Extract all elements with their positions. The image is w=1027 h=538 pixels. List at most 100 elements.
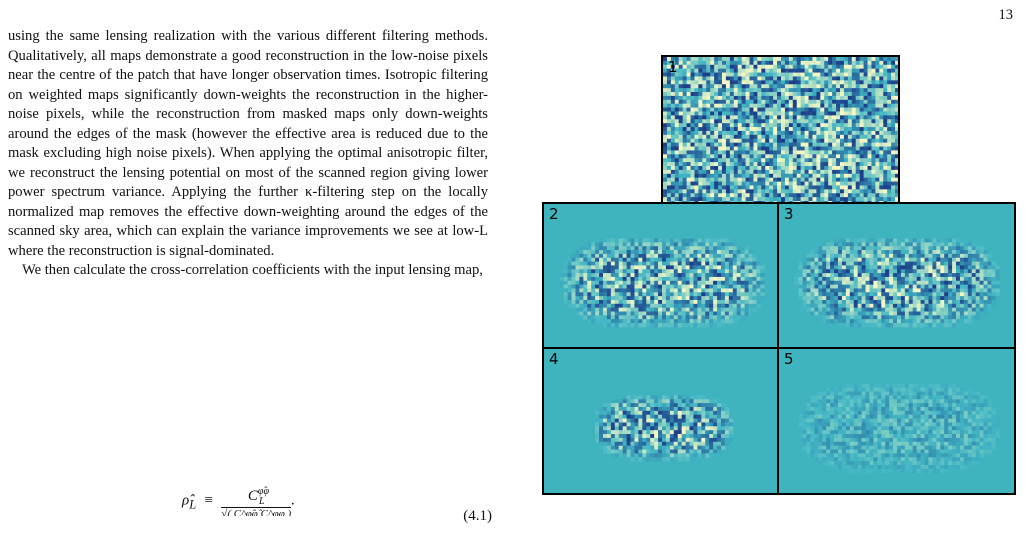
map-pixel: [721, 173, 727, 179]
map-pixel: [798, 284, 804, 289]
map-pixel: [670, 80, 676, 85]
map-pixel: [721, 72, 727, 77]
map-pixel: [867, 95, 872, 101]
map-pixel: [788, 60, 794, 66]
map-pixel: [634, 296, 639, 301]
map-pixel: [663, 193, 668, 198]
map-pixel: [665, 242, 671, 247]
map-pixel: [812, 57, 817, 62]
map-pixel: [800, 146, 806, 151]
map-pixel: [705, 399, 710, 404]
map-pixel: [713, 410, 718, 416]
map-pixel: [654, 319, 659, 324]
map-pixel: [841, 261, 847, 266]
map-pixel: [602, 250, 608, 255]
map-pixel: [682, 84, 688, 89]
map-pixel: [963, 250, 969, 255]
map-pixel: [661, 284, 667, 289]
map-pixel: [836, 111, 841, 116]
map-pixel: [753, 80, 758, 85]
map-pixel: [595, 284, 600, 289]
map-pixel: [642, 319, 647, 324]
map-pixel: [932, 250, 937, 255]
map-pixel: [979, 261, 985, 266]
map-pixel: [859, 103, 865, 109]
map-pixel: [698, 146, 703, 151]
map-pixel: [663, 115, 668, 120]
map-pixel: [713, 311, 718, 316]
map-pixel: [820, 154, 825, 159]
map-pixel: [658, 453, 663, 458]
map-pixel: [873, 319, 878, 324]
map-pixel: [634, 280, 639, 286]
map-pixel: [606, 319, 612, 324]
map-pixel: [658, 399, 663, 404]
map-pixel: [891, 150, 896, 155]
map-pixel: [889, 288, 894, 293]
map-pixel: [725, 134, 731, 140]
map-pixel: [816, 165, 821, 171]
map-pixel: [804, 80, 810, 85]
map-pixel: [602, 418, 608, 423]
map-pixel: [796, 173, 802, 179]
map-pixel: [812, 193, 817, 198]
map-pixel: [674, 165, 680, 171]
map-pixel: [875, 138, 880, 144]
map-pixel: [709, 296, 714, 301]
map-pixel: [760, 276, 765, 282]
map-pixel: [587, 261, 592, 266]
map-pixel: [871, 197, 876, 202]
map-pixel: [670, 130, 676, 136]
map-pixel: [673, 280, 679, 286]
map-pixel: [630, 288, 635, 293]
map-pixel: [873, 273, 878, 278]
map-pixel: [812, 142, 817, 148]
map-pixel: [682, 177, 688, 183]
map-pixel: [729, 154, 735, 159]
map-pixel: [757, 189, 762, 194]
map-pixel: [812, 169, 817, 175]
map-pixel: [670, 119, 676, 124]
map-pixel: [873, 307, 878, 312]
map-pixel: [745, 103, 751, 109]
map-pixel: [706, 193, 711, 198]
map-pixel: [737, 88, 743, 93]
map-pixel: [836, 193, 841, 198]
map-pixel: [881, 292, 886, 297]
map-pixel: [706, 146, 711, 151]
map-pixel: [729, 134, 735, 140]
map-pixel: [780, 123, 786, 128]
map-pixel: [710, 201, 715, 202]
map-pixel: [725, 146, 731, 151]
map-pixel: [820, 95, 825, 101]
map-pixel: [889, 242, 894, 247]
map-pixel: [753, 193, 758, 198]
map-pixel: [733, 169, 739, 175]
map-pixel: [861, 269, 867, 274]
map-pixel: [839, 142, 845, 148]
map-pixel: [725, 57, 731, 62]
map-pixel: [642, 399, 647, 404]
map-pixel: [877, 280, 882, 286]
map-pixel: [749, 162, 754, 167]
map-pixel: [606, 414, 612, 420]
map-pixel: [908, 238, 914, 243]
map-pixel: [650, 288, 655, 293]
map-pixel: [875, 88, 880, 93]
map-pixel: [689, 276, 694, 282]
map-pixel: [824, 158, 829, 163]
map-pixel: [638, 395, 643, 400]
map-pixel: [916, 242, 922, 247]
map-pixel: [587, 284, 592, 289]
map-pixel: [761, 165, 766, 171]
map-pixel: [780, 185, 786, 190]
map-pixel: [670, 99, 676, 105]
map-pixel: [879, 158, 884, 163]
map-pixel: [867, 150, 872, 155]
map-pixel: [626, 299, 632, 305]
map-pixel: [873, 299, 878, 305]
map-pixel: [698, 57, 703, 62]
map-pixel: [698, 201, 703, 202]
map-pixel: [924, 303, 929, 309]
map-pixel: [686, 111, 692, 116]
